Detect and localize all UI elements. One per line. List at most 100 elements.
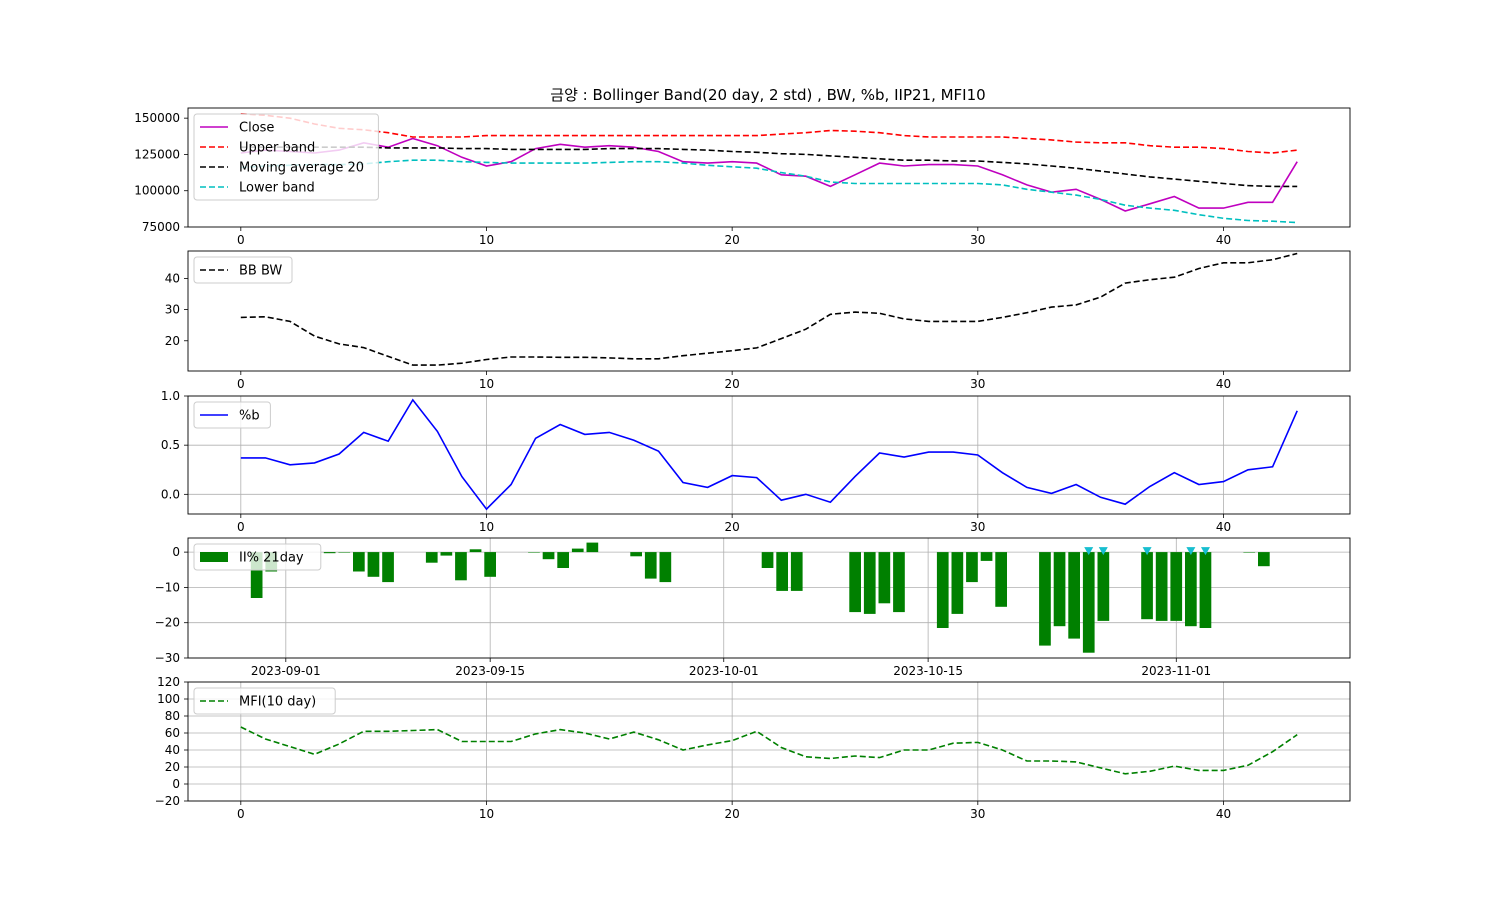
price-xtick-label: 10 [479,233,494,247]
price-ytick-label: 75000 [142,220,180,234]
mfi-ytick-label: 20 [165,760,180,774]
pctb-xtick-label: 10 [479,520,494,534]
iip-xtick-label: 2023-10-01 [689,664,759,678]
iip-bar [1243,552,1256,553]
pctb-ytick-label: 0.0 [161,487,180,501]
pctb-legend-frame [193,401,271,429]
mfi-legend-entry: MFI(10 day) [239,695,316,710]
iip-bar [1039,552,1051,646]
mfi-ytick-label: 40 [165,743,180,757]
pctb-ytick-label: 0.5 [161,438,180,452]
pctb-xtick-label: 40 [1216,520,1231,534]
mfi-ytick-label: −20 [155,794,180,808]
price-xtick-label: 30 [970,233,985,247]
iip-bar [1155,552,1168,621]
iip-marker [1142,547,1152,556]
pctb-ytick-label: 1.0 [161,389,180,403]
iip-xtick-label: 2023-11-01 [1141,664,1211,678]
price-ytick-label: 100000 [134,184,180,198]
iip-legend-entry: II% 21day [239,551,304,566]
iip-bar [863,552,876,614]
bw-xtick-label: 0 [237,377,245,391]
iip-bar [761,552,774,568]
mfi-series-line-mfi-10-day- [240,726,1298,775]
bw-xtick-label: 30 [970,377,985,391]
mfi-ytick-label: 100 [157,692,180,706]
pctb-legend: %b [193,401,271,429]
iip-axes-frame [187,537,1351,659]
price-series-line-close [240,137,1298,212]
pctb-xtick-label: 30 [970,520,985,534]
price-legend-entry: Close [239,121,274,136]
price-axes-frame [187,107,1351,228]
iip-bar [586,542,599,553]
iip-bar [644,552,657,579]
bw-legend: BB BW [193,256,293,284]
iip-bar [1185,552,1197,627]
price-legend-entry: Upper band [239,141,315,156]
iip-marker [1098,547,1108,556]
iip-bar [1068,552,1080,639]
price-legend: Close Upper band Moving average 20 Lower ba… [193,113,379,201]
iip-bar [659,552,672,583]
figure-title: 금양 : Bollinger Band(20 day, 2 std) , BW,… [550,86,985,104]
mfi-xtick-label: 20 [725,807,740,821]
iip-bar [323,552,336,554]
iip-xtick-label: 2023-09-01 [251,664,321,678]
bw-series-line-bb-bw [240,252,1298,366]
iip-bar [542,552,555,560]
iip-xtick-label: 2023-09-15 [455,664,525,678]
price-series-line-lower-band [240,159,1298,224]
iip-bar [1170,552,1183,621]
iip-legend: II% 21day [193,543,322,571]
iip-bar [425,552,438,563]
iip-bar [382,552,394,583]
iip-bar [557,552,569,568]
bw-legend-entry: BB BW [239,264,282,279]
iip-bar [1053,552,1066,627]
bw-ytick-label: 40 [165,271,180,285]
iip-bar [878,552,891,604]
mfi-ytick-label: 120 [157,675,180,689]
iip-ytick-label: 0 [172,545,180,559]
bw-xtick-label: 20 [725,377,740,391]
price-series-line-moving-average-20 [240,146,1298,188]
iip-bar [951,552,964,614]
iip-bar [980,552,993,561]
bw-axes-frame [187,250,1351,372]
bw-xtick-label: 10 [479,377,494,391]
iip-bar [966,552,978,583]
price-series-line-upper-band [240,113,1298,154]
price-legend-entry: Lower band [239,181,315,196]
iip-bar [630,552,642,557]
mfi-legend-frame [193,687,336,715]
iip-bar [571,548,584,553]
iip-ytick-label: −10 [155,580,180,594]
iip-bar [367,552,380,577]
iip-bar [1199,552,1212,628]
iip-marker [1200,547,1210,556]
pctb-xtick-label: 0 [237,520,245,534]
price-xtick-label: 0 [237,233,245,247]
mfi-xtick-label: 30 [970,807,985,821]
iip-ytick-label: −20 [155,616,180,630]
pctb-series-line--b [240,398,1298,511]
iip-legend-swatch [200,552,228,562]
iip-bar [1258,552,1270,567]
iip-bar [936,552,949,628]
iip-bar [790,552,803,591]
iip-xtick-label: 2023-10-15 [893,664,963,678]
iip-bar [455,552,467,581]
iip-bar [528,552,540,553]
iip-bar [893,552,905,613]
mfi-xtick-label: 0 [237,807,245,821]
iip-ytick-label: −30 [155,651,180,665]
bw-legend-frame [193,256,293,284]
price-ytick-label: 125000 [134,147,180,161]
iip-legend-frame [193,543,322,571]
iip-marker [1084,547,1094,556]
iip-bar [440,552,453,556]
pctb-axes-frame [187,395,1351,515]
iip-bar [250,552,263,598]
iip-bar [1097,552,1110,621]
